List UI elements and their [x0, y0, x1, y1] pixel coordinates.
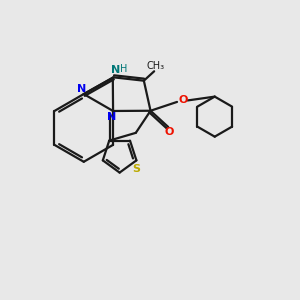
Text: O: O — [164, 127, 173, 137]
Text: N: N — [107, 112, 116, 122]
Text: H: H — [120, 64, 128, 74]
Text: N: N — [77, 84, 86, 94]
Text: S: S — [132, 164, 140, 174]
Text: CH₃: CH₃ — [147, 61, 165, 71]
Text: O: O — [178, 95, 188, 105]
Text: N: N — [111, 65, 120, 75]
